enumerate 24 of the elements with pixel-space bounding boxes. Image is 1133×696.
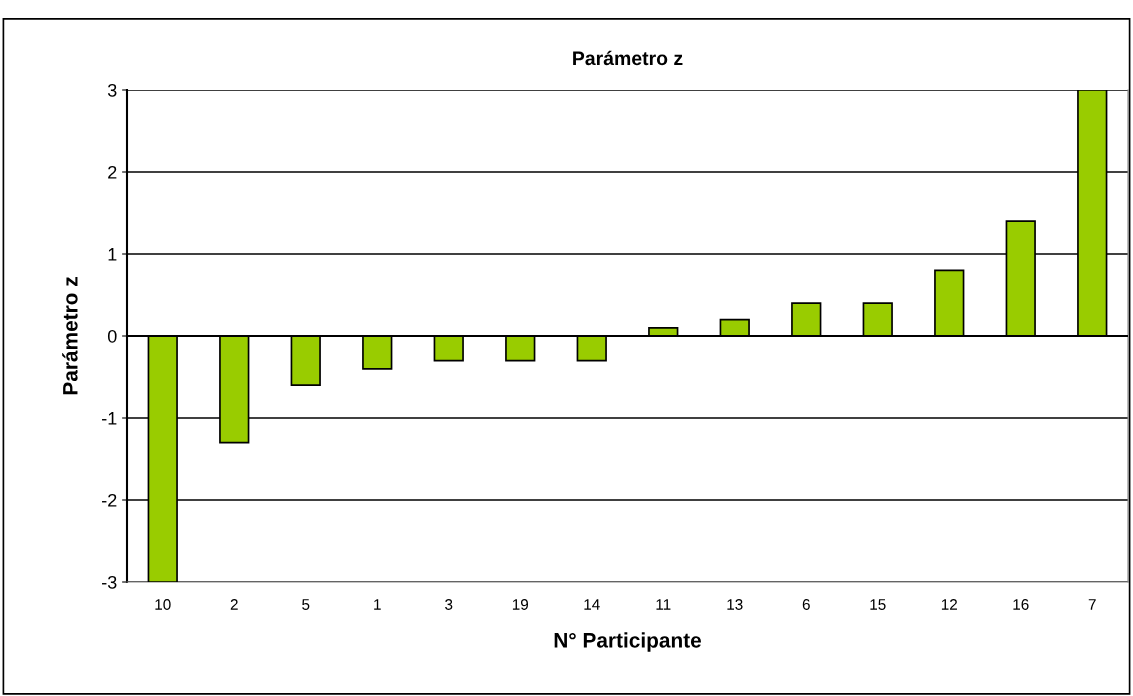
x-tick-label: 16 — [1013, 599, 1029, 610]
x-tick-label: 1 — [374, 599, 381, 610]
x-tick-label: 10 — [155, 599, 171, 610]
x-tick-label: 12 — [941, 599, 957, 610]
chart-title: Parámetro z — [573, 50, 683, 66]
y-tick-label: -2 — [102, 493, 117, 507]
y-tick-label: 2 — [108, 165, 117, 179]
x-axis-title: N° Participante — [554, 632, 701, 652]
x-tick-label: 19 — [512, 599, 529, 610]
y-tick-label: -1 — [102, 412, 117, 425]
x-tick-label: 11 — [656, 599, 671, 610]
y-tick-label: 3 — [107, 83, 117, 97]
y-tick-label: -3 — [102, 575, 117, 589]
y-tick-label: 1 — [108, 248, 117, 261]
x-tick-label: 15 — [870, 599, 886, 610]
x-tick-label: 7 — [1088, 599, 1096, 610]
y-tick-label: 0 — [107, 329, 117, 343]
x-tick-label: 3 — [445, 599, 453, 610]
x-tick-label: 13 — [727, 599, 743, 610]
x-tick-label: 2 — [230, 599, 238, 610]
x-tick-label: 6 — [802, 599, 810, 610]
x-tick-label: 5 — [302, 599, 310, 610]
y-axis-title: Parámetro z — [62, 277, 78, 395]
x-tick-label: 14 — [584, 599, 600, 610]
